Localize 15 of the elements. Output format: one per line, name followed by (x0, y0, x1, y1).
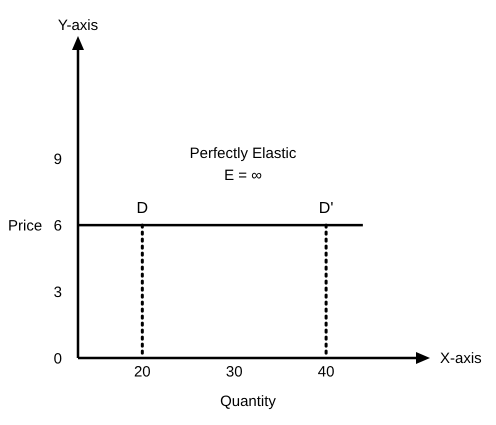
annotation: E = ∞ (224, 167, 262, 184)
y-tick-label: 6 (54, 217, 62, 234)
x-tick-label: 40 (318, 364, 334, 381)
annotation: D' (318, 200, 334, 218)
y-tick-label: 0 (54, 350, 62, 368)
x-tick-label: 30 (226, 364, 243, 381)
text: X-axis (440, 350, 482, 367)
text: Y-axis (58, 17, 98, 34)
y-tick-label: 9 (54, 151, 62, 168)
annotation: Perfectly Elastic (190, 145, 297, 162)
annotation: D (136, 200, 148, 218)
x-axis-title: Quantity (220, 393, 276, 410)
y-axis-title: Price (8, 217, 42, 234)
y-tick-label: 3 (54, 284, 62, 301)
x-tick-label: 20 (134, 364, 151, 381)
